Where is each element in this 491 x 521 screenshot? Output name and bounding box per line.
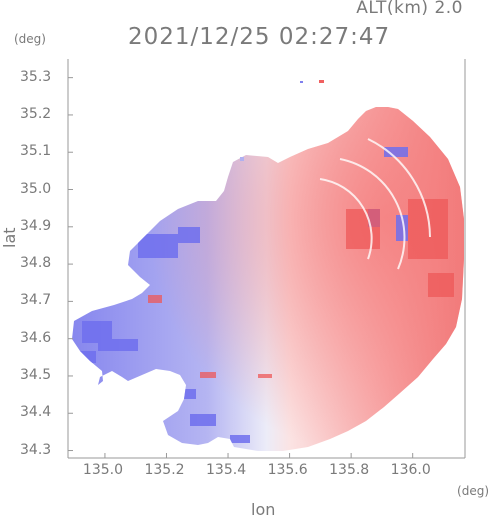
y-tick-label: 34.3 <box>20 441 52 458</box>
x-tick-label: 135.2 <box>144 462 185 478</box>
y-tick-label: 34.9 <box>20 217 52 234</box>
x-tick-label: 135.6 <box>267 462 308 478</box>
y-tick-label: 34.8 <box>20 255 52 272</box>
x-tick-label: 136.0 <box>390 462 431 478</box>
y-tick-label: 34.5 <box>20 366 52 383</box>
radar-echo-area <box>72 107 464 451</box>
y-tick-label: 34.7 <box>20 292 52 309</box>
radar-velocity-field <box>67 59 466 459</box>
x-axis-unit: (deg) <box>457 484 489 498</box>
x-tick-label: 135.0 <box>82 462 124 478</box>
outlier-pixels <box>240 80 324 161</box>
positive-velocity-patches <box>148 199 454 378</box>
y-tick-label: 34.6 <box>20 329 52 346</box>
x-tick-label: 135.4 <box>206 462 247 478</box>
x-tick-label: 135.8 <box>329 462 370 478</box>
y-axis-label: lat <box>0 227 19 248</box>
y-tick-label: 35.2 <box>20 105 52 122</box>
plot-axes <box>67 59 466 459</box>
range-ring-artifacts <box>319 138 431 270</box>
tick-marks <box>68 77 414 458</box>
y-axis-unit: (deg) <box>14 32 46 46</box>
altitude-label: ALT(km) 2.0 <box>356 0 463 18</box>
y-tick-label: 34.4 <box>20 404 52 421</box>
y-tick-label: 35.1 <box>20 143 52 160</box>
timestamp: 2021/12/25 02:27:47 <box>128 24 391 50</box>
x-axis-label: lon <box>251 500 276 519</box>
radar-map <box>67 59 466 459</box>
y-tick-label: 35.0 <box>20 180 52 197</box>
y-tick-label: 35.3 <box>20 68 52 85</box>
